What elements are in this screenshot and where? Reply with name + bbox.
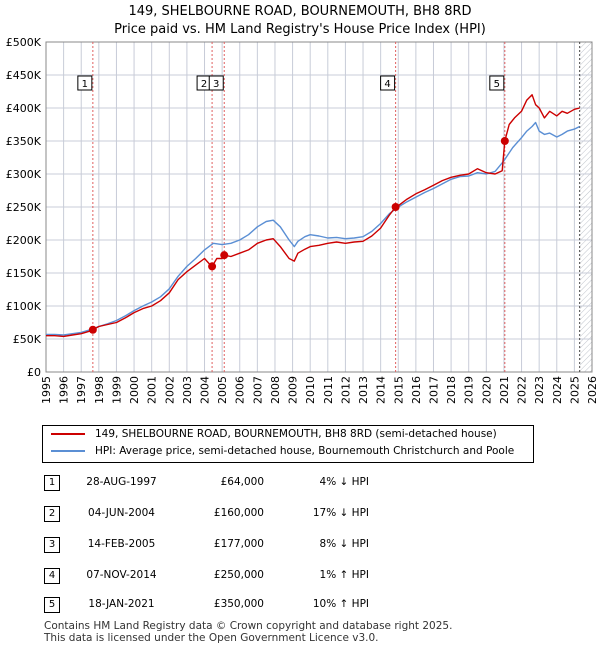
sale-date: 18-JAN-2021 <box>88 598 155 610</box>
y-tick-label: £450K <box>6 69 42 82</box>
x-tick-label: 2015 <box>392 376 405 404</box>
sale-date: 28-AUG-1997 <box>86 476 157 488</box>
x-tick-label: 2022 <box>516 376 529 404</box>
chart-title-line2: Price paid vs. HM Land Registry's House … <box>114 22 486 37</box>
legend-swatch-hpi <box>51 450 85 452</box>
sale-hpi-diff: 8% ↓ HPI <box>319 538 369 550</box>
x-tick-label: 2026 <box>586 376 599 404</box>
hpi-line <box>46 121 581 336</box>
sale-marker-box <box>208 75 224 91</box>
sale-point <box>220 251 229 260</box>
x-tick-label: 2013 <box>357 376 370 404</box>
x-tick-label: 2007 <box>251 376 264 404</box>
sale-date: 07-NOV-2014 <box>86 569 157 581</box>
x-tick-label: 2006 <box>234 376 247 404</box>
sale-number-badge: 3 <box>44 537 60 553</box>
sale-number-badge: 4 <box>44 568 60 584</box>
legend-item-property: 149, SHELBOURNE ROAD, BOURNEMOUTH, BH8 8… <box>51 428 497 444</box>
sale-point <box>500 137 509 145</box>
sale-number-badge: 1 <box>44 475 60 491</box>
sale-hpi-diff: 1% ↑ HPI <box>319 569 369 581</box>
x-tick-label: 2002 <box>163 376 176 404</box>
x-tick-label: 2011 <box>322 376 335 404</box>
price-chart: £0 £50K £100K £150K £200K £250K £300K £350K £400… <box>6 36 599 404</box>
x-tick-label: 2010 <box>304 376 317 404</box>
sale-date: 04-JUN-2004 <box>88 507 155 519</box>
x-tick-label: 1999 <box>110 376 123 404</box>
sale-marker-label: 1 <box>82 79 88 90</box>
x-tick-label: 2014 <box>375 376 388 404</box>
sale-marker-label: 3 <box>213 79 219 90</box>
sale-price: £250,000 <box>213 569 264 581</box>
sale-price: £350,000 <box>213 598 264 610</box>
chart-legend: 149, SHELBOURNE ROAD, BOURNEMOUTH, BH8 8… <box>42 425 534 463</box>
y-tick-label: £50K <box>13 333 42 346</box>
sale-point <box>208 262 217 271</box>
sale-price: £64,000 <box>220 476 264 488</box>
sale-marker-box <box>489 75 505 91</box>
sale-row: 4 07-NOV-2014 £250,000 1% ↑ HPI <box>44 568 564 586</box>
plot-border <box>45 41 593 373</box>
y-tick-label: £0 <box>27 366 41 379</box>
x-tick-label: 2017 <box>427 376 440 404</box>
x-tick-label: 2023 <box>533 376 546 404</box>
legend-item-hpi: HPI: Average price, semi-detached house,… <box>51 445 514 461</box>
x-tick-label: 2004 <box>199 376 212 404</box>
y-tick-label: £200K <box>6 234 42 247</box>
x-tick-label: 2008 <box>269 376 282 404</box>
legend-label-property: 149, SHELBOURNE ROAD, BOURNEMOUTH, BH8 8… <box>95 428 497 440</box>
property-price-line <box>46 94 580 338</box>
x-tick-label: 1998 <box>93 376 106 404</box>
sale-price: £160,000 <box>213 507 264 519</box>
sale-marker-box <box>77 75 93 91</box>
x-tick-label: 2009 <box>287 376 300 404</box>
sale-marker-box <box>380 75 396 91</box>
sale-hpi-diff: 17% ↓ HPI <box>312 507 369 519</box>
sale-row: 5 18-JAN-2021 £350,000 10% ↑ HPI <box>44 597 564 615</box>
y-tick-label: £500K <box>6 36 42 49</box>
sale-date: 14-FEB-2005 <box>87 538 156 550</box>
x-tick-label: 2024 <box>551 376 564 404</box>
y-tick-label: £150K <box>6 267 42 280</box>
legend-swatch-property <box>51 433 85 435</box>
y-tick-label: £350K <box>6 135 42 148</box>
x-tick-label: 2016 <box>410 376 423 404</box>
x-tick-label: 2003 <box>181 376 194 404</box>
sale-number-badge: 5 <box>44 597 60 613</box>
x-tick-label: 1997 <box>75 376 88 404</box>
sale-row: 3 14-FEB-2005 £177,000 8% ↓ HPI <box>44 537 564 555</box>
y-tick-label: £100K <box>6 300 42 313</box>
sale-point <box>88 325 97 334</box>
x-tick-label: 2012 <box>339 376 352 404</box>
x-tick-label: 2001 <box>146 376 159 404</box>
x-tick-label: 1995 <box>40 376 53 404</box>
y-tick-label: £250K <box>6 201 42 214</box>
x-tick-label: 2000 <box>128 376 141 404</box>
sale-row: 2 04-JUN-2004 £160,000 17% ↓ HPI <box>44 506 564 524</box>
sale-price: £177,000 <box>213 538 264 550</box>
x-tick-label: 2005 <box>216 376 229 404</box>
legend-label-hpi: HPI: Average price, semi-detached house,… <box>95 445 515 457</box>
footer-copyright: Contains HM Land Registry data © Crown c… <box>44 620 453 632</box>
x-tick-label: 2019 <box>463 376 476 404</box>
sale-hpi-diff: 4% ↓ HPI <box>319 476 369 488</box>
y-tick-label: £300K <box>6 168 42 181</box>
x-tick-label: 1996 <box>58 376 71 404</box>
x-tick-label: 2020 <box>480 376 493 404</box>
y-tick-label: £400K <box>6 102 42 115</box>
sale-point <box>391 203 400 211</box>
sale-number-badge: 2 <box>44 506 60 522</box>
sale-marker-label: 4 <box>384 79 390 90</box>
footer-license: This data is licensed under the Open Gov… <box>44 632 379 644</box>
sale-hpi-diff: 10% ↑ HPI <box>312 598 369 610</box>
x-tick-label: 2025 <box>568 376 581 404</box>
x-tick-label: 2021 <box>498 376 511 404</box>
sale-marker-label: 5 <box>494 79 500 90</box>
chart-title-line1: 149, SHELBOURNE ROAD, BOURNEMOUTH, BH8 8… <box>128 4 472 19</box>
sale-row: 1 28-AUG-1997 £64,000 4% ↓ HPI <box>44 475 564 493</box>
sale-marker-label: 2 <box>201 79 207 90</box>
x-tick-label: 2018 <box>445 376 458 404</box>
